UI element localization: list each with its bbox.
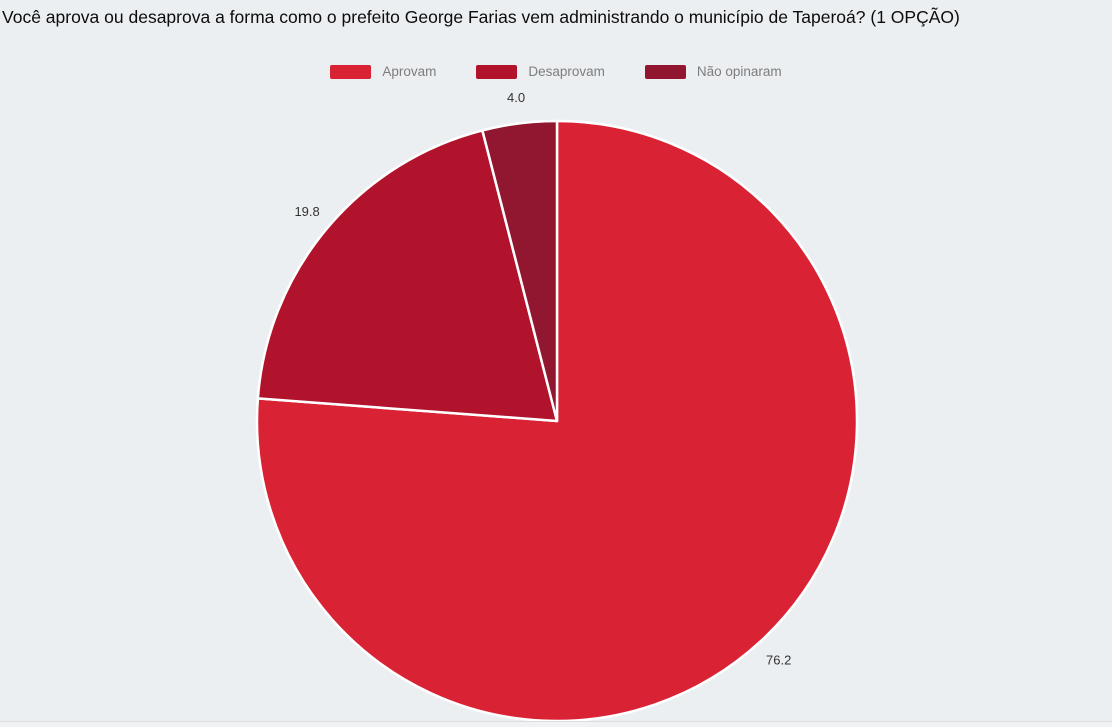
legend-swatch	[644, 64, 686, 79]
legend-label: Não opinaram	[696, 64, 782, 79]
slice-value-label-2: 4.0	[507, 90, 525, 105]
legend-item-0[interactable]: Aprovam	[330, 64, 436, 79]
bottom-divider	[0, 721, 1112, 727]
legend-swatch	[476, 64, 518, 79]
chart-title: Você aprova ou desaprova a forma como o …	[2, 7, 960, 27]
pie-slice-1[interactable]	[256, 129, 559, 423]
pie-slice-2[interactable]	[481, 119, 559, 423]
legend-label: Desaprovam	[528, 64, 605, 79]
legend-item-1[interactable]: Desaprovam	[476, 64, 605, 79]
slice-value-label-0: 76.2	[766, 653, 791, 668]
legend-item-2[interactable]: Não opinaram	[644, 64, 782, 79]
legend-swatch	[330, 64, 372, 79]
legend-label: Aprovam	[382, 64, 437, 79]
legend: Aprovam Desaprovam Não opinaram	[0, 64, 1112, 79]
slice-value-label-1: 19.8	[294, 204, 319, 219]
